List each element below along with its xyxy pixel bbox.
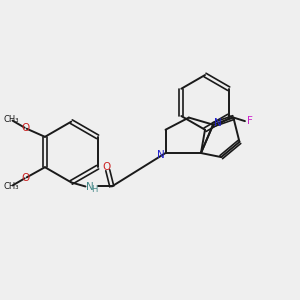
Text: N: N (85, 182, 93, 193)
Text: N: N (157, 150, 164, 160)
Text: CH₃: CH₃ (4, 182, 19, 191)
Text: N: N (214, 118, 222, 128)
Text: CH₃: CH₃ (4, 115, 19, 124)
Text: O: O (103, 162, 111, 172)
Text: O: O (22, 123, 30, 133)
Text: O: O (22, 173, 30, 183)
Text: H: H (92, 185, 98, 194)
Text: F: F (247, 116, 253, 126)
